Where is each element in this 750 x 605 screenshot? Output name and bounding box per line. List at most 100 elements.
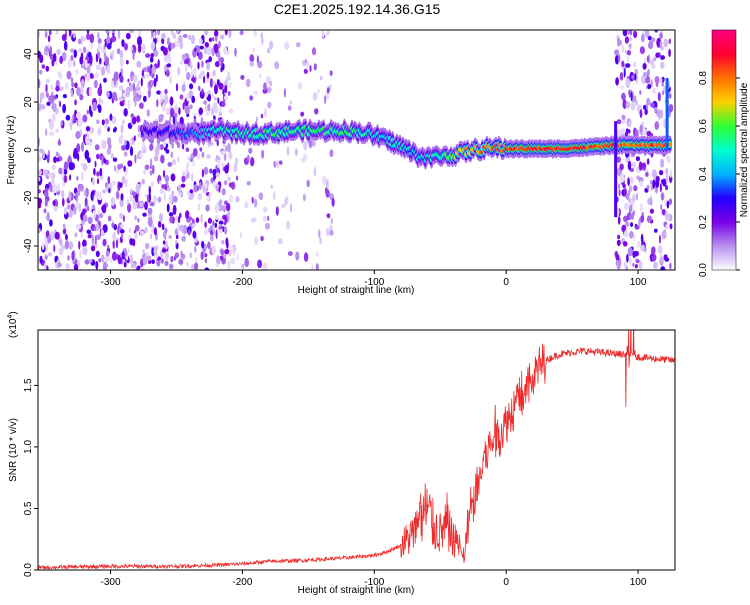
noise-blob [119, 57, 124, 67]
noise-blob [135, 224, 140, 232]
noise-blob [669, 170, 673, 178]
noise-blob [269, 80, 273, 87]
noise-blob [182, 235, 186, 242]
noise-blob [129, 138, 133, 148]
noise-blob [228, 30, 232, 39]
noise-blob [205, 204, 210, 212]
noise-blob [641, 33, 645, 43]
noise-blob [165, 107, 171, 116]
noise-blob [153, 195, 157, 204]
noise-blob [52, 102, 57, 113]
y-tick-label: 40 [23, 48, 34, 60]
noise-blob [77, 183, 83, 190]
noise-blob [175, 239, 178, 245]
noise-blob [38, 227, 41, 234]
noise-blob [161, 223, 165, 231]
noise-blob [74, 99, 77, 106]
noise-blob [53, 244, 56, 253]
noise-blob [149, 201, 155, 207]
noise-blob [201, 169, 204, 178]
noise-blob [57, 71, 62, 76]
noise-blob [163, 47, 168, 56]
noise-blob [315, 108, 318, 114]
noise-blob [101, 205, 106, 211]
noise-blob [628, 91, 631, 98]
colorbar-tick-label: 0.4 [698, 167, 709, 181]
noise-blob [641, 215, 645, 222]
noise-blob [187, 171, 190, 179]
noise-blob [126, 199, 130, 205]
y-tick-label: -20 [23, 190, 34, 205]
noise-blob [659, 183, 663, 193]
noise-blob [86, 65, 91, 75]
noise-blob [96, 153, 100, 160]
noise-blob [625, 50, 628, 55]
noise-blob [188, 195, 194, 200]
noise-blob [77, 38, 82, 45]
noise-blob [631, 74, 635, 80]
noise-blob [214, 96, 217, 101]
noise-blob [170, 255, 174, 263]
noise-blob [260, 113, 264, 119]
noise-blob [144, 201, 148, 211]
noise-blob [94, 191, 99, 199]
noise-blob [76, 86, 81, 96]
noise-blob [635, 259, 640, 264]
noise-blob [176, 30, 180, 34]
noise-blob [168, 235, 172, 239]
noise-blob [107, 137, 112, 146]
noise-blob [71, 251, 75, 261]
noise-blob [303, 252, 309, 262]
ridge-cell [668, 142, 672, 147]
noise-blob [119, 212, 124, 219]
noise-blob [179, 94, 184, 100]
noise-blob [139, 102, 144, 109]
noise-blob [111, 35, 117, 43]
noise-blob [164, 88, 168, 95]
noise-blob [203, 75, 206, 84]
noise-blob [117, 225, 120, 235]
noise-blob [181, 175, 186, 183]
noise-blob [625, 193, 630, 200]
noise-blob [81, 171, 84, 182]
noise-blob [92, 101, 97, 112]
noise-blob [150, 158, 153, 168]
noise-blob [166, 187, 171, 192]
noise-blob [665, 174, 669, 184]
noise-blob [278, 160, 283, 165]
noise-blob [331, 197, 335, 207]
x-tick-label: -300 [101, 577, 121, 588]
noise-blob [640, 244, 646, 252]
noise-blob [663, 38, 669, 48]
noise-blob [111, 116, 117, 124]
noise-blob [221, 205, 227, 212]
noise-blob [322, 175, 327, 186]
noise-blob [157, 30, 160, 36]
noise-blob [236, 253, 240, 261]
noise-blob [163, 191, 166, 201]
noise-blob [635, 193, 639, 201]
noise-blob [129, 193, 132, 202]
noise-blob [182, 33, 188, 38]
noise-blob [55, 30, 59, 35]
noise-blob [94, 73, 99, 79]
noise-blob [665, 213, 671, 222]
noise-blob [128, 227, 132, 234]
noise-blob [163, 169, 165, 178]
noise-blob [654, 30, 658, 33]
noise-blob [106, 90, 110, 98]
noise-blob [653, 56, 657, 62]
noise-blob [101, 254, 105, 263]
noise-blob [241, 263, 245, 269]
noise-blob [614, 49, 620, 56]
noise-blob [615, 77, 619, 86]
noise-blob [121, 176, 126, 184]
noise-blob [234, 47, 237, 57]
noise-blob [252, 217, 257, 223]
noise-blob [227, 71, 231, 79]
noise-blob [616, 169, 620, 175]
noise-blob [629, 176, 634, 184]
noise-blob [669, 262, 672, 270]
noise-blob [153, 77, 157, 88]
noise-blob [159, 187, 165, 194]
